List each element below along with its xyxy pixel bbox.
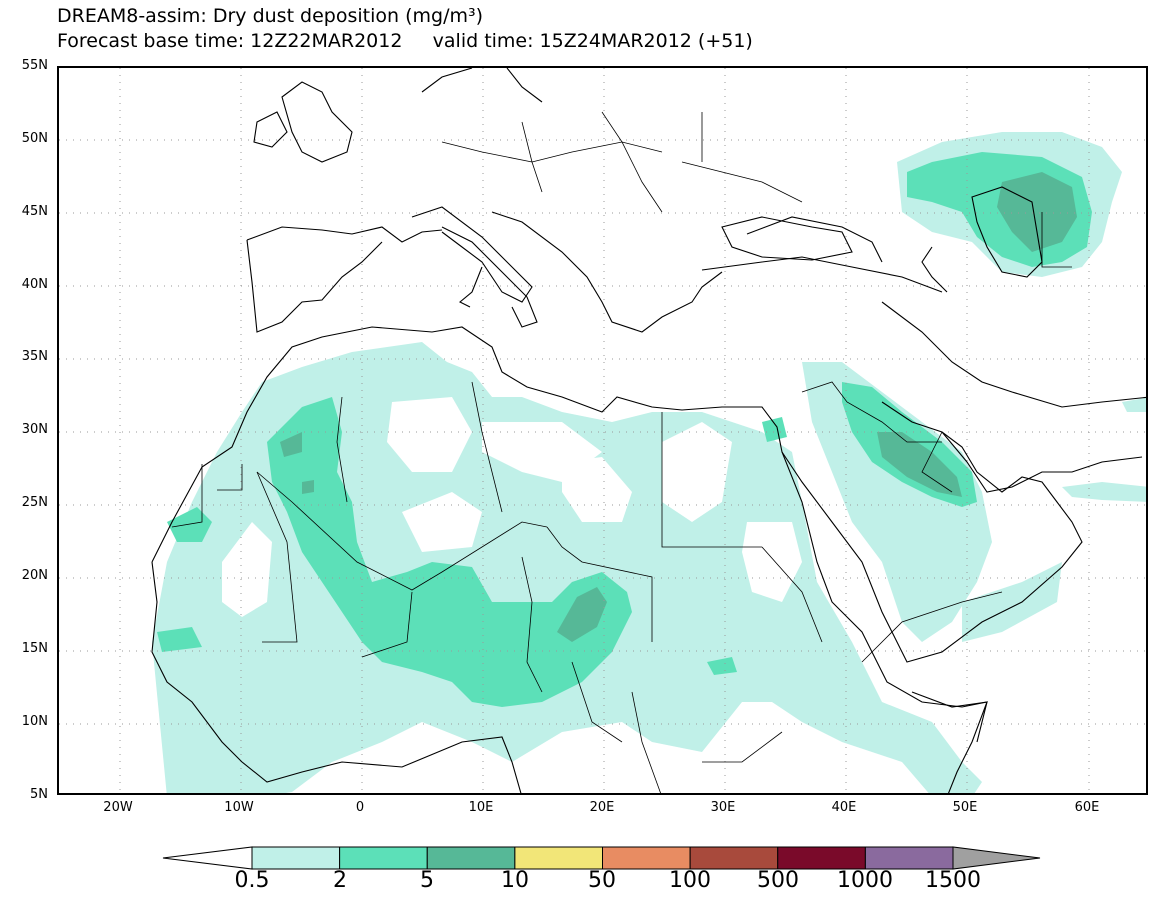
lon-label-40e: 40E bbox=[831, 800, 857, 815]
legend-swatch-50 bbox=[602, 846, 691, 870]
lon-label-10w: 10W bbox=[224, 800, 254, 815]
lat-label-55n: 55N bbox=[21, 58, 48, 73]
legend-label-5: 5 bbox=[420, 868, 434, 893]
lon-label-60e: 60E bbox=[1074, 800, 1100, 815]
lat-label-15n: 15N bbox=[21, 641, 48, 656]
legend-label-1500: 1500 bbox=[925, 868, 981, 893]
legend-swatch-5 bbox=[426, 846, 516, 870]
lon-label-30e: 30E bbox=[710, 800, 736, 815]
legend-label-2: 2 bbox=[333, 868, 347, 893]
legend-label-500: 500 bbox=[757, 868, 799, 893]
lon-label-50e: 50E bbox=[952, 800, 978, 815]
lon-label-0: 0 bbox=[355, 800, 365, 815]
lat-label-40n: 40N bbox=[21, 277, 48, 292]
legend-label-10: 10 bbox=[501, 868, 529, 893]
lon-label-20w: 20W bbox=[103, 800, 133, 815]
map-panel bbox=[57, 66, 1148, 795]
country-borders bbox=[171, 111, 1072, 793]
legend-under-arrow bbox=[162, 846, 253, 870]
legend-colorbar bbox=[162, 846, 1041, 870]
legend-swatch-100 bbox=[689, 846, 779, 870]
dust-deposition-map bbox=[59, 68, 1146, 793]
deposition-gaps bbox=[222, 397, 802, 677]
graticule bbox=[59, 68, 1146, 793]
deposition-shading-dark bbox=[280, 172, 1077, 642]
legend-over-arrow bbox=[952, 846, 1041, 870]
lat-label-45n: 45N bbox=[21, 204, 48, 219]
lon-label-10e: 10E bbox=[468, 800, 494, 815]
legend-label-100: 100 bbox=[669, 868, 711, 893]
legend-label-50: 50 bbox=[588, 868, 616, 893]
legend-label-1000: 1000 bbox=[837, 868, 893, 893]
lat-label-30n: 30N bbox=[21, 422, 48, 437]
forecast-times: Forecast base time: 12Z22MAR2012 valid t… bbox=[57, 30, 753, 52]
lat-label-25n: 25N bbox=[21, 495, 48, 510]
lat-label-50n: 50N bbox=[21, 131, 48, 146]
lat-label-35n: 35N bbox=[21, 349, 48, 364]
lat-label-10n: 10N bbox=[21, 714, 48, 729]
legend-swatch-2 bbox=[339, 846, 428, 870]
lat-label-20n: 20N bbox=[21, 568, 48, 583]
legend-label-0.5: 0.5 bbox=[234, 868, 270, 893]
legend-swatch-500 bbox=[777, 846, 866, 870]
deposition-shading-light bbox=[152, 132, 1146, 793]
legend-swatch-10 bbox=[514, 846, 603, 870]
legend-swatches bbox=[162, 846, 1041, 870]
chart-title: DREAM8-assim: Dry dust deposition (mg/m³… bbox=[57, 5, 484, 27]
legend-swatch-0.5 bbox=[251, 846, 341, 870]
legend-swatch-1000 bbox=[864, 846, 954, 870]
lon-label-20e: 20E bbox=[589, 800, 615, 815]
lat-label-5n: 5N bbox=[30, 787, 48, 802]
coastlines bbox=[151, 68, 1146, 793]
